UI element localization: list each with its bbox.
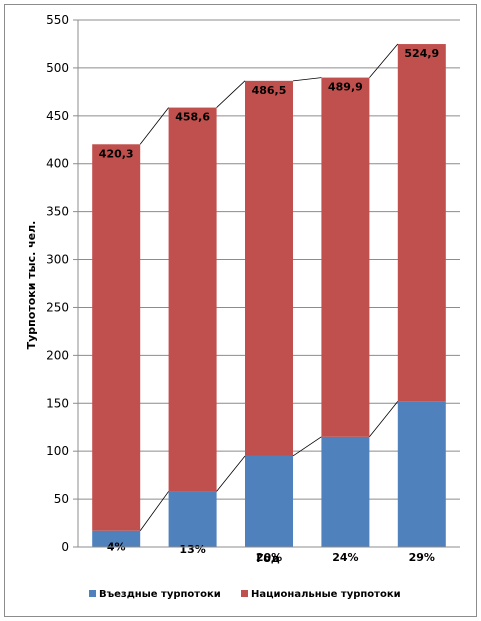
- inbound-series-line: [139, 491, 169, 531]
- total-series-line: [369, 43, 399, 78]
- y-tick-label: 350: [46, 205, 69, 219]
- series-lines: [139, 43, 399, 531]
- bar-inbound: [321, 436, 370, 547]
- y-tick-label: 400: [46, 157, 69, 171]
- inbound-series-line: [216, 455, 246, 492]
- bar-inbound: [245, 455, 293, 547]
- y-tick-label: 200: [46, 348, 69, 362]
- y-tick-label: 100: [46, 444, 69, 458]
- y-tick-label: 0: [61, 540, 69, 554]
- total-series-line: [139, 107, 169, 145]
- bar-inbound: [92, 530, 141, 547]
- y-tick-label: 500: [46, 61, 69, 75]
- inbound-percent-label: 24%: [332, 551, 358, 564]
- inbound-percent-label: 20%: [256, 551, 282, 564]
- total-value-label: 458,6: [175, 111, 210, 124]
- total-series-line: [292, 77, 322, 82]
- inbound-percent-label: 29%: [409, 551, 435, 564]
- inbound-series-line: [369, 401, 399, 438]
- y-tick-label: 50: [54, 492, 69, 506]
- bar-national: [168, 107, 217, 492]
- inbound-percent-label: 13%: [179, 543, 205, 556]
- legend-swatch-inbound: [89, 590, 96, 597]
- bar-inbound: [168, 491, 217, 547]
- total-value-label: 486,5: [252, 84, 287, 97]
- bar-national: [245, 80, 293, 456]
- y-tick-label: 450: [46, 109, 69, 123]
- legend-label-national: Национальные турпотоки: [251, 589, 401, 600]
- bar-national: [92, 144, 141, 531]
- y-tick-label: 150: [46, 396, 69, 410]
- y-axis-title: Турпотоки тыс. чел.: [25, 221, 38, 350]
- legend: Въездные турпотоки Национальные турпотоки: [89, 589, 401, 600]
- bar-national: [397, 44, 446, 402]
- bar-national: [321, 77, 370, 437]
- y-tick-label: 300: [46, 253, 69, 267]
- y-tick-label: 550: [46, 13, 69, 27]
- total-series-line: [216, 80, 246, 108]
- legend-label-inbound: Въездные турпотоки: [99, 589, 221, 600]
- x-axis-title: Год: [256, 552, 280, 565]
- axes: 0 50 100 150 200 250 300 350 400 450 500 550: [46, 13, 460, 554]
- y-tick-label: 250: [46, 300, 69, 314]
- total-value-label: 524,9: [404, 47, 439, 60]
- total-value-label: 489,9: [328, 81, 363, 94]
- total-value-label: 420,3: [99, 147, 134, 160]
- bar-inbound: [397, 401, 446, 547]
- inbound-series-line: [292, 436, 322, 457]
- bars: [92, 44, 446, 547]
- legend-swatch-national: [241, 590, 248, 597]
